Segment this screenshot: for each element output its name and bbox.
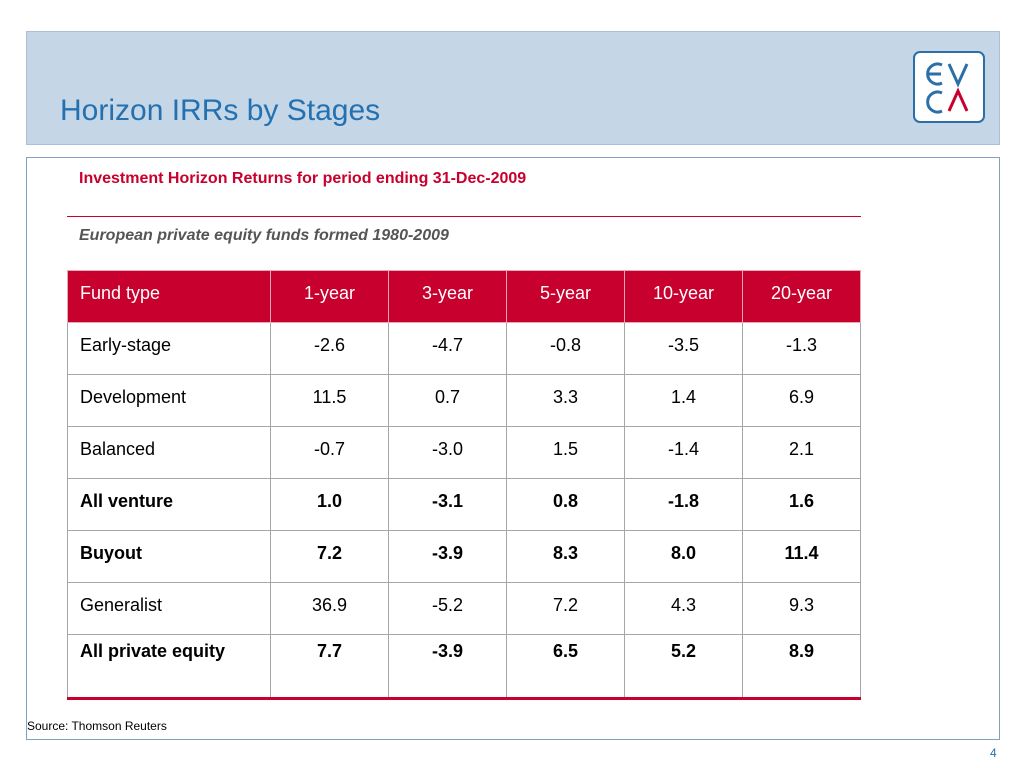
table-row: Generalist 36.9 -5.2 7.2 4.3 9.3 (67, 582, 861, 635)
value-cell: 6.9 (742, 374, 861, 427)
fund-type-cell: All private equity (67, 634, 271, 700)
value-cell: 3.3 (506, 374, 625, 427)
value-cell: 8.0 (624, 530, 743, 583)
value-cell: 8.9 (742, 634, 861, 700)
table-header-row: Fund type 1-year 3-year 5-year 10-year 2… (67, 270, 861, 323)
fund-type-cell: Early-stage (67, 322, 271, 375)
header-band: Horizon IRRs by Stages (26, 31, 1000, 145)
value-cell: 11.4 (742, 530, 861, 583)
title-divider (67, 216, 861, 217)
value-cell: -1.3 (742, 322, 861, 375)
table-row: Early-stage -2.6 -4.7 -0.8 -3.5 -1.3 (67, 322, 861, 375)
fund-type-cell: All venture (67, 478, 271, 531)
value-cell: 8.3 (506, 530, 625, 583)
value-cell: 4.3 (624, 582, 743, 635)
table-row: Buyout 7.2 -3.9 8.3 8.0 11.4 (67, 530, 861, 583)
value-cell: -1.4 (624, 426, 743, 479)
value-cell: -1.8 (624, 478, 743, 531)
table-title: Investment Horizon Returns for period en… (79, 170, 527, 187)
value-cell: -2.6 (270, 322, 389, 375)
value-cell: 7.2 (270, 530, 389, 583)
fund-type-cell: Generalist (67, 582, 271, 635)
value-cell: -3.9 (388, 530, 507, 583)
content-panel: Investment Horizon Returns for period en… (26, 157, 1000, 740)
fund-type-cell: Development (67, 374, 271, 427)
value-cell: -0.7 (270, 426, 389, 479)
fund-type-cell: Balanced (67, 426, 271, 479)
value-cell: 0.7 (388, 374, 507, 427)
value-cell: 5.2 (624, 634, 743, 700)
fund-type-cell: Buyout (67, 530, 271, 583)
table-row: Development 11.5 0.7 3.3 1.4 6.9 (67, 374, 861, 427)
value-cell: 1.4 (624, 374, 743, 427)
value-cell: 11.5 (270, 374, 389, 427)
value-cell: 7.7 (270, 634, 389, 700)
evca-logo-icon (913, 51, 985, 123)
value-cell: -0.8 (506, 322, 625, 375)
header-fund-type: Fund type (67, 270, 271, 323)
table-subtitle: European private equity funds formed 198… (79, 227, 449, 244)
value-cell: 1.0 (270, 478, 389, 531)
value-cell: 6.5 (506, 634, 625, 700)
slide-title: Horizon IRRs by Stages (60, 94, 381, 127)
header-1-year: 1-year (270, 270, 389, 323)
value-cell: 9.3 (742, 582, 861, 635)
source-note: Source: Thomson Reuters (27, 719, 167, 733)
table-row: All venture 1.0 -3.1 0.8 -1.8 1.6 (67, 478, 861, 531)
value-cell: -4.7 (388, 322, 507, 375)
value-cell: -3.0 (388, 426, 507, 479)
value-cell: -3.1 (388, 478, 507, 531)
value-cell: -5.2 (388, 582, 507, 635)
page-number: 4 (990, 746, 997, 760)
value-cell: 7.2 (506, 582, 625, 635)
value-cell: 0.8 (506, 478, 625, 531)
value-cell: 2.1 (742, 426, 861, 479)
value-cell: 1.5 (506, 426, 625, 479)
header-3-year: 3-year (388, 270, 507, 323)
header-10-year: 10-year (624, 270, 743, 323)
value-cell: 1.6 (742, 478, 861, 531)
value-cell: -3.9 (388, 634, 507, 700)
table-row: Balanced -0.7 -3.0 1.5 -1.4 2.1 (67, 426, 861, 479)
value-cell: 36.9 (270, 582, 389, 635)
value-cell: -3.5 (624, 322, 743, 375)
header-5-year: 5-year (506, 270, 625, 323)
evca-logo-mark (926, 62, 969, 114)
header-20-year: 20-year (742, 270, 861, 323)
irr-table: Fund type 1-year 3-year 5-year 10-year 2… (67, 270, 861, 700)
table-row: All private equity 7.7 -3.9 6.5 5.2 8.9 (67, 634, 861, 700)
